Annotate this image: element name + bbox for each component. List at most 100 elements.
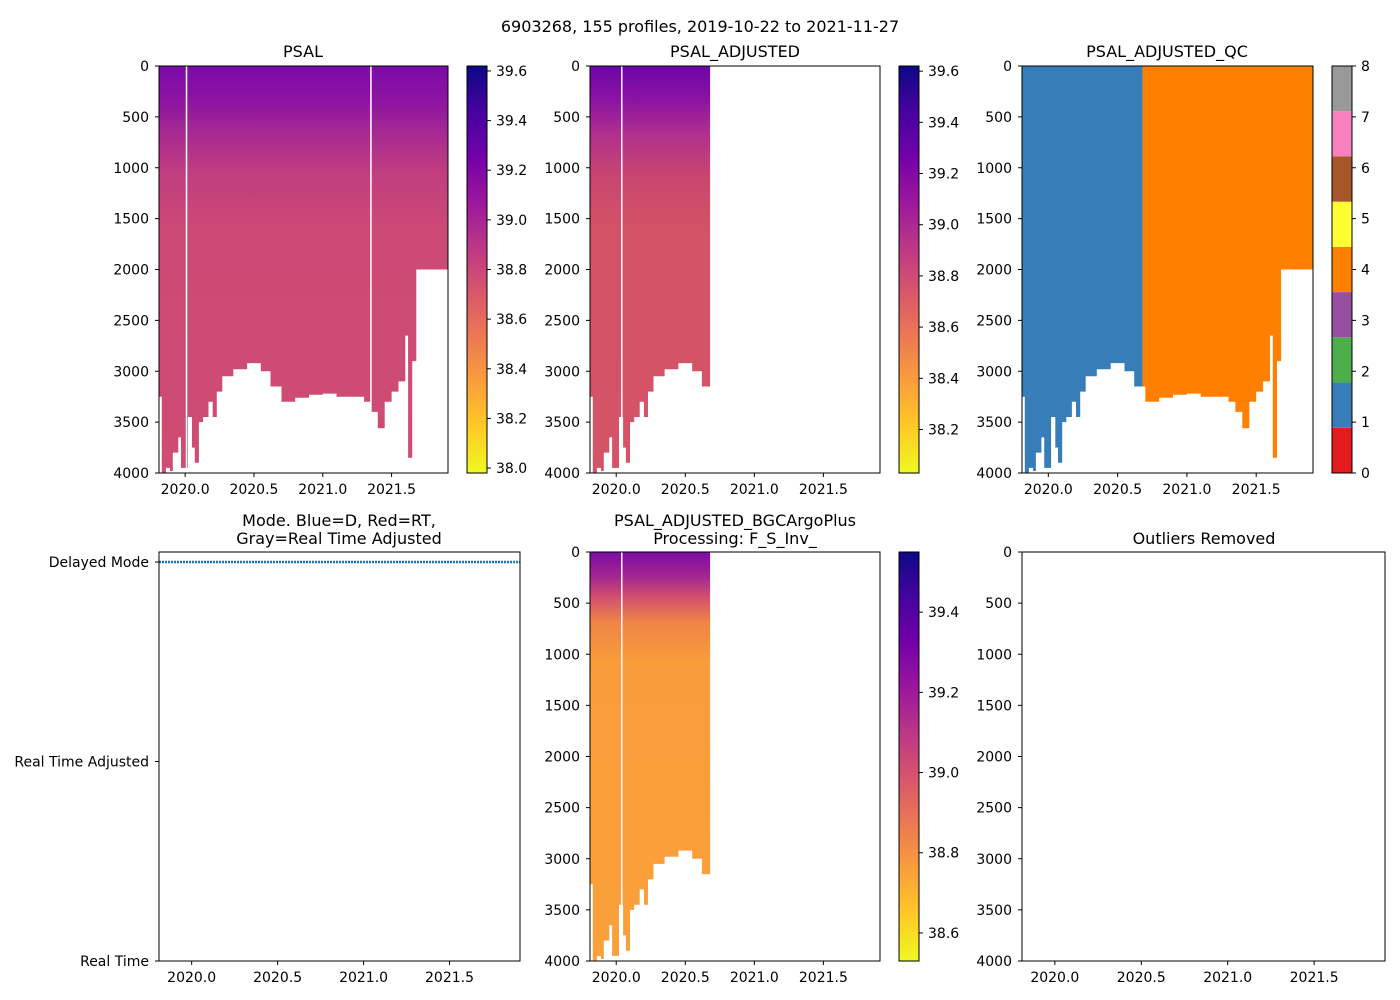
qc-flag-4-region (1142, 66, 1313, 473)
outliers-plot-area: 2020.0 2020.5 2021.0 2021.5 0 500 1000 1500 2000… (976, 545, 1386, 986)
qc-colorbar-label: 8 (1361, 59, 1370, 75)
psal-data (159, 66, 448, 473)
psal-colorbar: 38.0 38.2 38.4 38.6 38.8 39.0 39.2 39.4 39.6 (466, 64, 527, 477)
psal-adj-colorbar-label: 38.4 (928, 371, 959, 387)
qc-colorbar-label: 6 (1361, 161, 1370, 177)
psal-x-tick-label: 2021.0 (298, 482, 347, 498)
psal-adj-y-tick-label: 4000 (544, 466, 580, 482)
outliers-x-tick-label: 2021.0 (1203, 970, 1252, 986)
bgc-y-tick-label: 1500 (544, 698, 580, 714)
psal-y-tick-label: 3000 (113, 364, 149, 380)
mode-title-line1: Mode. Blue=D, Red=RT, (242, 511, 436, 530)
qc-flag-1-region (1022, 66, 1143, 473)
bgc-y-tick-label: 3000 (544, 852, 580, 868)
qc-colorbar-swatch-0 (1332, 427, 1352, 473)
outliers-y-tick-label: 0 (1003, 545, 1012, 561)
psal-adj-y-tick-label: 1000 (544, 161, 580, 177)
qc-colorbar-swatch-8 (1332, 66, 1352, 112)
psal-adj-y-tick-label: 3500 (544, 415, 580, 431)
psal-colorbar-gradient (466, 65, 488, 474)
qc-colorbar-swatch-1 (1332, 382, 1352, 428)
qc-data (1022, 66, 1313, 473)
psal-bgc-title-line2: Processing: F_S_Inv_ (653, 529, 818, 549)
outliers-y-tick-label: 2500 (976, 801, 1012, 817)
psal-adj-x-tick-label: 2021.0 (730, 482, 779, 498)
mode-y-tick-label: Delayed Mode (49, 555, 149, 571)
qc-colorbar-swatch-7 (1332, 111, 1352, 157)
psal-x-tick-label: 2020.5 (229, 482, 278, 498)
qc-x-tick-label: 2021.5 (1232, 482, 1281, 498)
psal-adj-data (590, 66, 711, 473)
psal-adj-colorbar-label: 39.4 (928, 115, 959, 131)
bgc-colorbar-label: 39.2 (928, 685, 959, 701)
psal-bgc-plot-area: 2020.0 2020.5 2021.0 2021.5 0 500 1000 1500 2000… (544, 545, 881, 986)
psal-y-tick-label: 3500 (113, 415, 149, 431)
psal-y-tick-label: 0 (140, 59, 149, 75)
psal-colorbar-label: 38.4 (496, 362, 527, 378)
bgc-colorbar-label: 39.4 (928, 605, 959, 621)
bgc-y-tick-label: 2000 (544, 750, 580, 766)
qc-x-tick-label: 2021.0 (1162, 482, 1211, 498)
qc-y-tick-label: 3500 (976, 415, 1012, 431)
outliers-y-tick-label: 4000 (976, 954, 1012, 970)
qc-y-tick-label: 2000 (976, 263, 1012, 279)
qc-y-tick-label: 4000 (976, 466, 1012, 482)
bgc-y-tick-label: 500 (553, 596, 580, 612)
qc-colorbar-swatch-5 (1332, 201, 1352, 247)
outliers-x-tick-label: 2020.0 (1030, 970, 1079, 986)
psal-y-tick-label: 1500 (113, 212, 149, 228)
psal-adj-colorbar-gradient (898, 65, 920, 474)
mode-y-tick-label: Real Time (80, 954, 149, 970)
qc-y-tick-label: 500 (985, 110, 1012, 126)
psal-adj-colorbar-label: 39.2 (928, 167, 959, 183)
bgc-salinity-section (590, 552, 711, 961)
psal-title: PSAL (283, 42, 323, 61)
psal-x-tick-label: 2021.5 (367, 482, 416, 498)
psal-colorbar-label: 38.8 (496, 263, 527, 279)
outliers-y-tick-label: 500 (985, 596, 1012, 612)
bgc-x-tick-label: 2020.5 (661, 970, 710, 986)
qc-colorbar-label: 4 (1361, 263, 1370, 279)
psal-colorbar-label: 38.0 (496, 461, 527, 477)
psal-colorbar-label: 38.6 (496, 312, 527, 328)
psal-adj-x-tick-label: 2021.5 (799, 482, 848, 498)
outliers-y-tick-label: 2000 (976, 750, 1012, 766)
bgc-y-tick-label: 0 (571, 545, 580, 561)
qc-colorbar-swatch-4 (1332, 246, 1352, 293)
psal-y-tick-label: 1000 (113, 161, 149, 177)
psal-y-tick-label: 500 (122, 110, 149, 126)
psal-adj-y-tick-label: 500 (553, 110, 580, 126)
psal-panel: PSAL 2020.0 2020.5 2021.0 2021.5 0 500 1000 150… (113, 42, 527, 498)
psal-adj-colorbar-label: 39.6 (928, 64, 959, 80)
mode-x-tick-label: 2020.5 (253, 970, 302, 986)
bgc-data (590, 552, 711, 961)
qc-colorbar-swatch-6 (1332, 156, 1352, 202)
figure-title: 6903268, 155 profiles, 2019-10-22 to 202… (501, 17, 899, 36)
bgc-colorbar-gradient (898, 551, 920, 962)
outliers-panel: Outliers Removed 2020.0 2020.5 2021.0 2021.… (976, 529, 1386, 986)
psal-bgc-panel: PSAL_ADJUSTED_BGCArgoPlus Processing: F_… (544, 511, 959, 986)
psal-y-tick-label: 2500 (113, 313, 149, 329)
psal-y-tick-label: 4000 (113, 466, 149, 482)
qc-x-tick-label: 2020.0 (1024, 482, 1073, 498)
psal-colorbar-label: 38.2 (496, 411, 527, 427)
psal-adj-y-tick-label: 3000 (544, 364, 580, 380)
qc-y-tick-label: 0 (1003, 59, 1012, 75)
psal-salinity-section (159, 66, 448, 473)
psal-adjusted-colorbar: 38.2 38.4 38.6 38.8 39.0 39.2 39.4 39.6 (898, 64, 959, 474)
psal-x-tick-label: 2020.0 (161, 482, 210, 498)
psal-adjusted-qc-panel: PSAL_ADJUSTED_QC 2020.0 2020.5 2021.0 2021.… (976, 42, 1370, 498)
mode-title-line2: Gray=Real Time Adjusted (236, 529, 442, 548)
psal-adj-y-tick-label: 0 (571, 59, 580, 75)
psal-colorbar-label: 39.6 (496, 64, 527, 80)
outliers-y-tick-label: 3500 (976, 903, 1012, 919)
bgc-colorbar-label: 39.0 (928, 766, 959, 782)
psal-adj-x-tick-label: 2020.0 (592, 482, 641, 498)
qc-y-tick-label: 3000 (976, 364, 1012, 380)
mode-plot-area: 2020.0 2020.5 2021.0 2021.5 Delayed Mode Real… (14, 551, 521, 986)
psal-plot-area: 2020.0 2020.5 2021.0 2021.5 0 500 1000 1500 2000… (113, 59, 449, 498)
psal-adj-colorbar-label: 38.6 (928, 320, 959, 336)
outliers-title: Outliers Removed (1133, 529, 1276, 548)
psal-adj-y-tick-label: 2500 (544, 313, 580, 329)
